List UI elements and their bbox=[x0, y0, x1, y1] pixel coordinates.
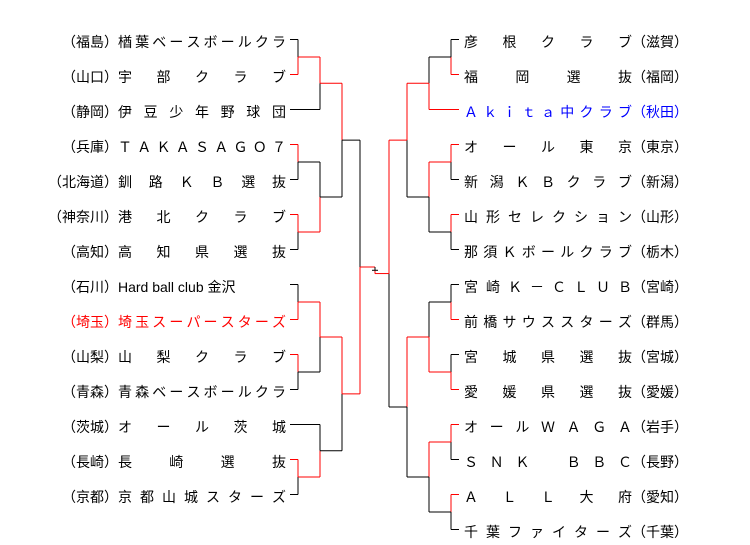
name: 長崎選抜 bbox=[118, 452, 286, 472]
name: 埼玉スーパースターズ bbox=[118, 312, 286, 332]
name: 前橋サウススターズ bbox=[464, 312, 632, 332]
name: 京都山城スターズ bbox=[118, 487, 286, 507]
team-left-5: （北海道）釧路ＫＢ選抜 bbox=[48, 172, 286, 192]
name: オール東京 bbox=[464, 137, 632, 157]
name: 釧路ＫＢ選抜 bbox=[118, 172, 286, 192]
team-right-7: 那須Ｋボールクラブ（栃木） bbox=[464, 242, 688, 262]
pref: （石川） bbox=[62, 279, 118, 295]
pref: （福岡） bbox=[632, 69, 688, 85]
team-left-7: （高知）高知県選抜 bbox=[62, 242, 286, 262]
team-right-15: 千葉ファイターズ（千葉） bbox=[464, 522, 688, 542]
bracket-stage: （福島）楢葉ベースボールクラ （山口）宇部クラブ （静岡）伊豆少年野球団 （兵庫）ＴＡ… bbox=[0, 0, 750, 545]
pref: （秋田） bbox=[632, 104, 688, 120]
name: 港北クラブ bbox=[118, 207, 286, 227]
pref: （兵庫） bbox=[62, 139, 118, 155]
pref: （宮城） bbox=[632, 349, 688, 365]
team-right-2: 福岡選抜（福岡） bbox=[464, 67, 688, 87]
pref: （神奈川） bbox=[48, 209, 118, 225]
pref: （茨城） bbox=[62, 419, 118, 435]
name: 宮城県選抜 bbox=[464, 347, 632, 367]
pref: （青森） bbox=[62, 384, 118, 400]
pref: （岩手） bbox=[632, 419, 688, 435]
pref: （埼玉） bbox=[62, 314, 118, 330]
pref: （福島） bbox=[62, 34, 118, 50]
team-right-14: ＡＬＬ大府（愛知） bbox=[464, 487, 688, 507]
name: オールＷＡＧＡ bbox=[464, 417, 632, 437]
name: ＴＡＫＡＳＡＧＯ７ bbox=[118, 137, 286, 157]
team-right-6: 山形セレクション（山形） bbox=[464, 207, 688, 227]
pref: （北海道） bbox=[48, 174, 118, 190]
name: Hard ball club 金沢 bbox=[118, 277, 286, 297]
name: ＳＮＫ ＢＢＣ bbox=[464, 452, 632, 472]
team-right-13: ＳＮＫ ＢＢＣ（長野） bbox=[464, 452, 688, 472]
team-left-11: （青森）青森ベースボールクラ bbox=[62, 382, 286, 402]
team-right-11: 愛媛県選抜（愛媛） bbox=[464, 382, 688, 402]
name: 彦根クラブ bbox=[464, 32, 632, 52]
name: 高知県選抜 bbox=[118, 242, 286, 262]
name: 宮崎Ｋ－ＣＬＵＢ bbox=[464, 277, 632, 297]
name: Ａｋｉｔａ中クラブ bbox=[464, 102, 632, 122]
team-left-10: （山梨）山梨クラブ bbox=[62, 347, 286, 367]
name: 楢葉ベースボールクラ bbox=[118, 32, 286, 52]
pref: （群馬） bbox=[632, 314, 688, 330]
team-right-5: 新潟ＫＢクラブ（新潟） bbox=[464, 172, 688, 192]
team-left-6: （神奈川）港北クラブ bbox=[48, 207, 286, 227]
name: 千葉ファイターズ bbox=[464, 522, 632, 542]
team-right-9: 前橋サウススターズ（群馬） bbox=[464, 312, 688, 332]
pref: （山梨） bbox=[62, 349, 118, 365]
pref: （山口） bbox=[62, 69, 118, 85]
pref: （愛媛） bbox=[632, 384, 688, 400]
team-left-2: （山口）宇部クラブ bbox=[62, 67, 286, 87]
pref: （高知） bbox=[62, 244, 118, 260]
name: 愛媛県選抜 bbox=[464, 382, 632, 402]
name: オール茨城 bbox=[118, 417, 286, 437]
team-left-14: （京都）京都山城スターズ bbox=[62, 487, 286, 507]
team-left-9: （埼玉）埼玉スーパースターズ bbox=[62, 312, 286, 332]
name: 山形セレクション bbox=[464, 207, 632, 227]
name: 山梨クラブ bbox=[118, 347, 286, 367]
pref: （新潟） bbox=[632, 174, 688, 190]
pref: （宮崎） bbox=[632, 279, 688, 295]
pref: （滋賀） bbox=[632, 34, 688, 50]
team-right-3: Ａｋｉｔａ中クラブ（秋田） bbox=[464, 102, 688, 122]
pref: （愛知） bbox=[632, 489, 688, 505]
team-left-1: （福島）楢葉ベースボールクラ bbox=[62, 32, 286, 52]
name: 伊豆少年野球団 bbox=[118, 102, 286, 122]
pref: （長野） bbox=[632, 454, 688, 470]
name: ＡＬＬ大府 bbox=[464, 487, 632, 507]
pref: （千葉） bbox=[632, 524, 688, 540]
pref: （栃木） bbox=[632, 244, 688, 260]
team-right-8: 宮崎Ｋ－ＣＬＵＢ（宮崎） bbox=[464, 277, 688, 297]
team-left-4: （兵庫）ＴＡＫＡＳＡＧＯ７ bbox=[62, 137, 286, 157]
team-right-1: 彦根クラブ（滋賀） bbox=[464, 32, 688, 52]
team-right-4: オール東京（東京） bbox=[464, 137, 688, 157]
team-left-13: （長崎）長崎選抜 bbox=[62, 452, 286, 472]
team-right-12: オールＷＡＧＡ（岩手） bbox=[464, 417, 688, 437]
team-left-3: （静岡）伊豆少年野球団 bbox=[62, 102, 286, 122]
pref: （静岡） bbox=[62, 104, 118, 120]
name: 宇部クラブ bbox=[118, 67, 286, 87]
pref: （山形） bbox=[632, 209, 688, 225]
team-left-8: （石川）Hard ball club 金沢 bbox=[62, 277, 286, 297]
name: 福岡選抜 bbox=[464, 67, 632, 87]
name: 青森ベースボールクラ bbox=[118, 382, 286, 402]
name: 新潟ＫＢクラブ bbox=[464, 172, 632, 192]
pref: （東京） bbox=[632, 139, 688, 155]
team-left-12: （茨城）オール茨城 bbox=[62, 417, 286, 437]
pref: （長崎） bbox=[62, 454, 118, 470]
pref: （京都） bbox=[62, 489, 118, 505]
name: 那須Ｋボールクラブ bbox=[464, 242, 632, 262]
team-right-10: 宮城県選抜（宮城） bbox=[464, 347, 688, 367]
